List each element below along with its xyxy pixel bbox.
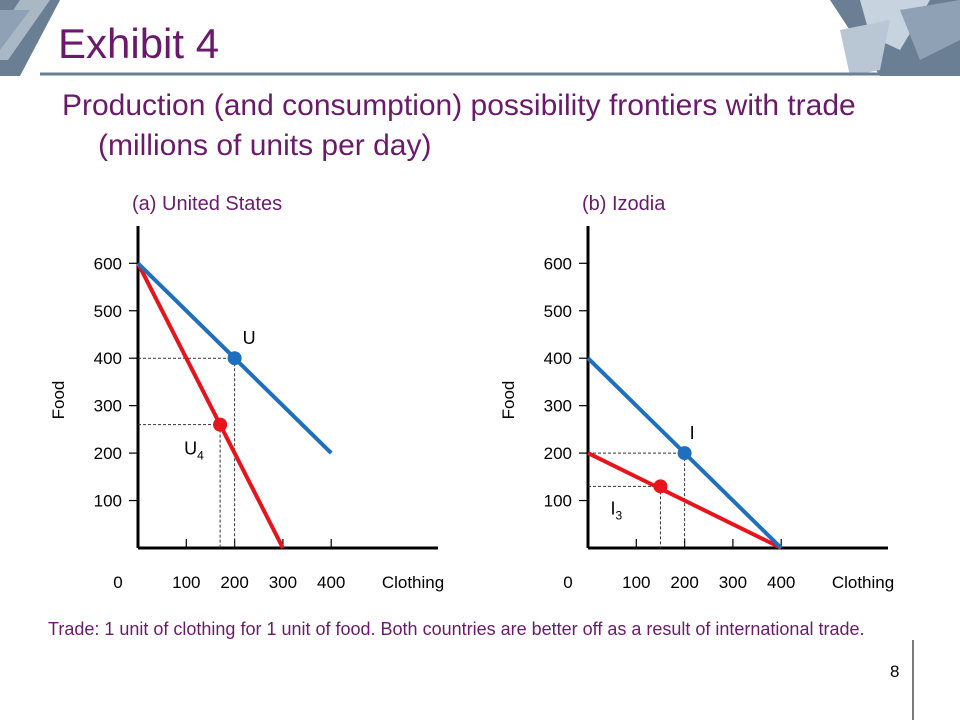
point-label-text: U [243, 328, 256, 348]
point-label: U4 [184, 439, 204, 463]
x-tick-label: 0 [563, 573, 572, 592]
point-label: U [243, 328, 256, 348]
point-marker [227, 351, 242, 366]
page-number: 8 [890, 662, 900, 681]
x-tick-label: 200 [220, 573, 248, 592]
point-label-subscript: 4 [197, 449, 204, 463]
y-tick-label: 100 [94, 492, 122, 511]
x-tick-label: 300 [269, 573, 297, 592]
y-tick-label: 200 [544, 444, 572, 463]
point-label: I [690, 423, 695, 443]
chart-title: (b) Izodia [582, 193, 666, 215]
y-tick-label: 200 [94, 444, 122, 463]
y-axis-label: Food [49, 381, 68, 420]
point-label-text: U [184, 439, 197, 459]
y-tick-label: 100 [544, 492, 572, 511]
x-tick-label: 100 [622, 573, 650, 592]
y-tick-label: 500 [544, 302, 572, 321]
point-label-subscript: 3 [615, 508, 622, 522]
point-label: I3 [610, 498, 622, 522]
banner-graphic [0, 0, 960, 76]
x-tick-label: 100 [172, 573, 200, 592]
footnote: Trade: 1 unit of clothing for 1 unit of … [48, 619, 865, 639]
y-tick-label: 400 [544, 349, 572, 368]
y-tick-label: 400 [94, 349, 122, 368]
y-tick-label: 600 [94, 254, 122, 273]
x-axis-label: Clothing [382, 573, 444, 592]
point-marker [653, 479, 668, 494]
y-tick-label: 300 [94, 397, 122, 416]
series-line-0 [136, 262, 285, 549]
slide-subtitle: Production (and consumption) possibility… [62, 89, 856, 162]
point-label-text: I [690, 423, 695, 443]
y-tick-label: 500 [94, 302, 122, 321]
y-tick-label: 300 [544, 397, 572, 416]
point-marker [213, 417, 228, 432]
x-tick-label: 200 [670, 573, 698, 592]
x-tick-label: 300 [719, 573, 747, 592]
series-line-0 [587, 451, 783, 550]
page-rule [912, 640, 914, 720]
y-axis-label: Food [499, 381, 518, 420]
x-axis-label: Clothing [832, 573, 894, 592]
chart-title: (a) United States [132, 193, 282, 215]
point-label-text: I [610, 498, 615, 518]
x-tick-label: 400 [767, 573, 795, 592]
x-tick-label: 0 [113, 573, 122, 592]
y-tick-label: 600 [544, 254, 572, 273]
x-tick-label: 400 [317, 573, 345, 592]
slide-title: Exhibit 4 [58, 20, 220, 67]
header-banner [0, 0, 960, 76]
point-marker [677, 446, 692, 461]
